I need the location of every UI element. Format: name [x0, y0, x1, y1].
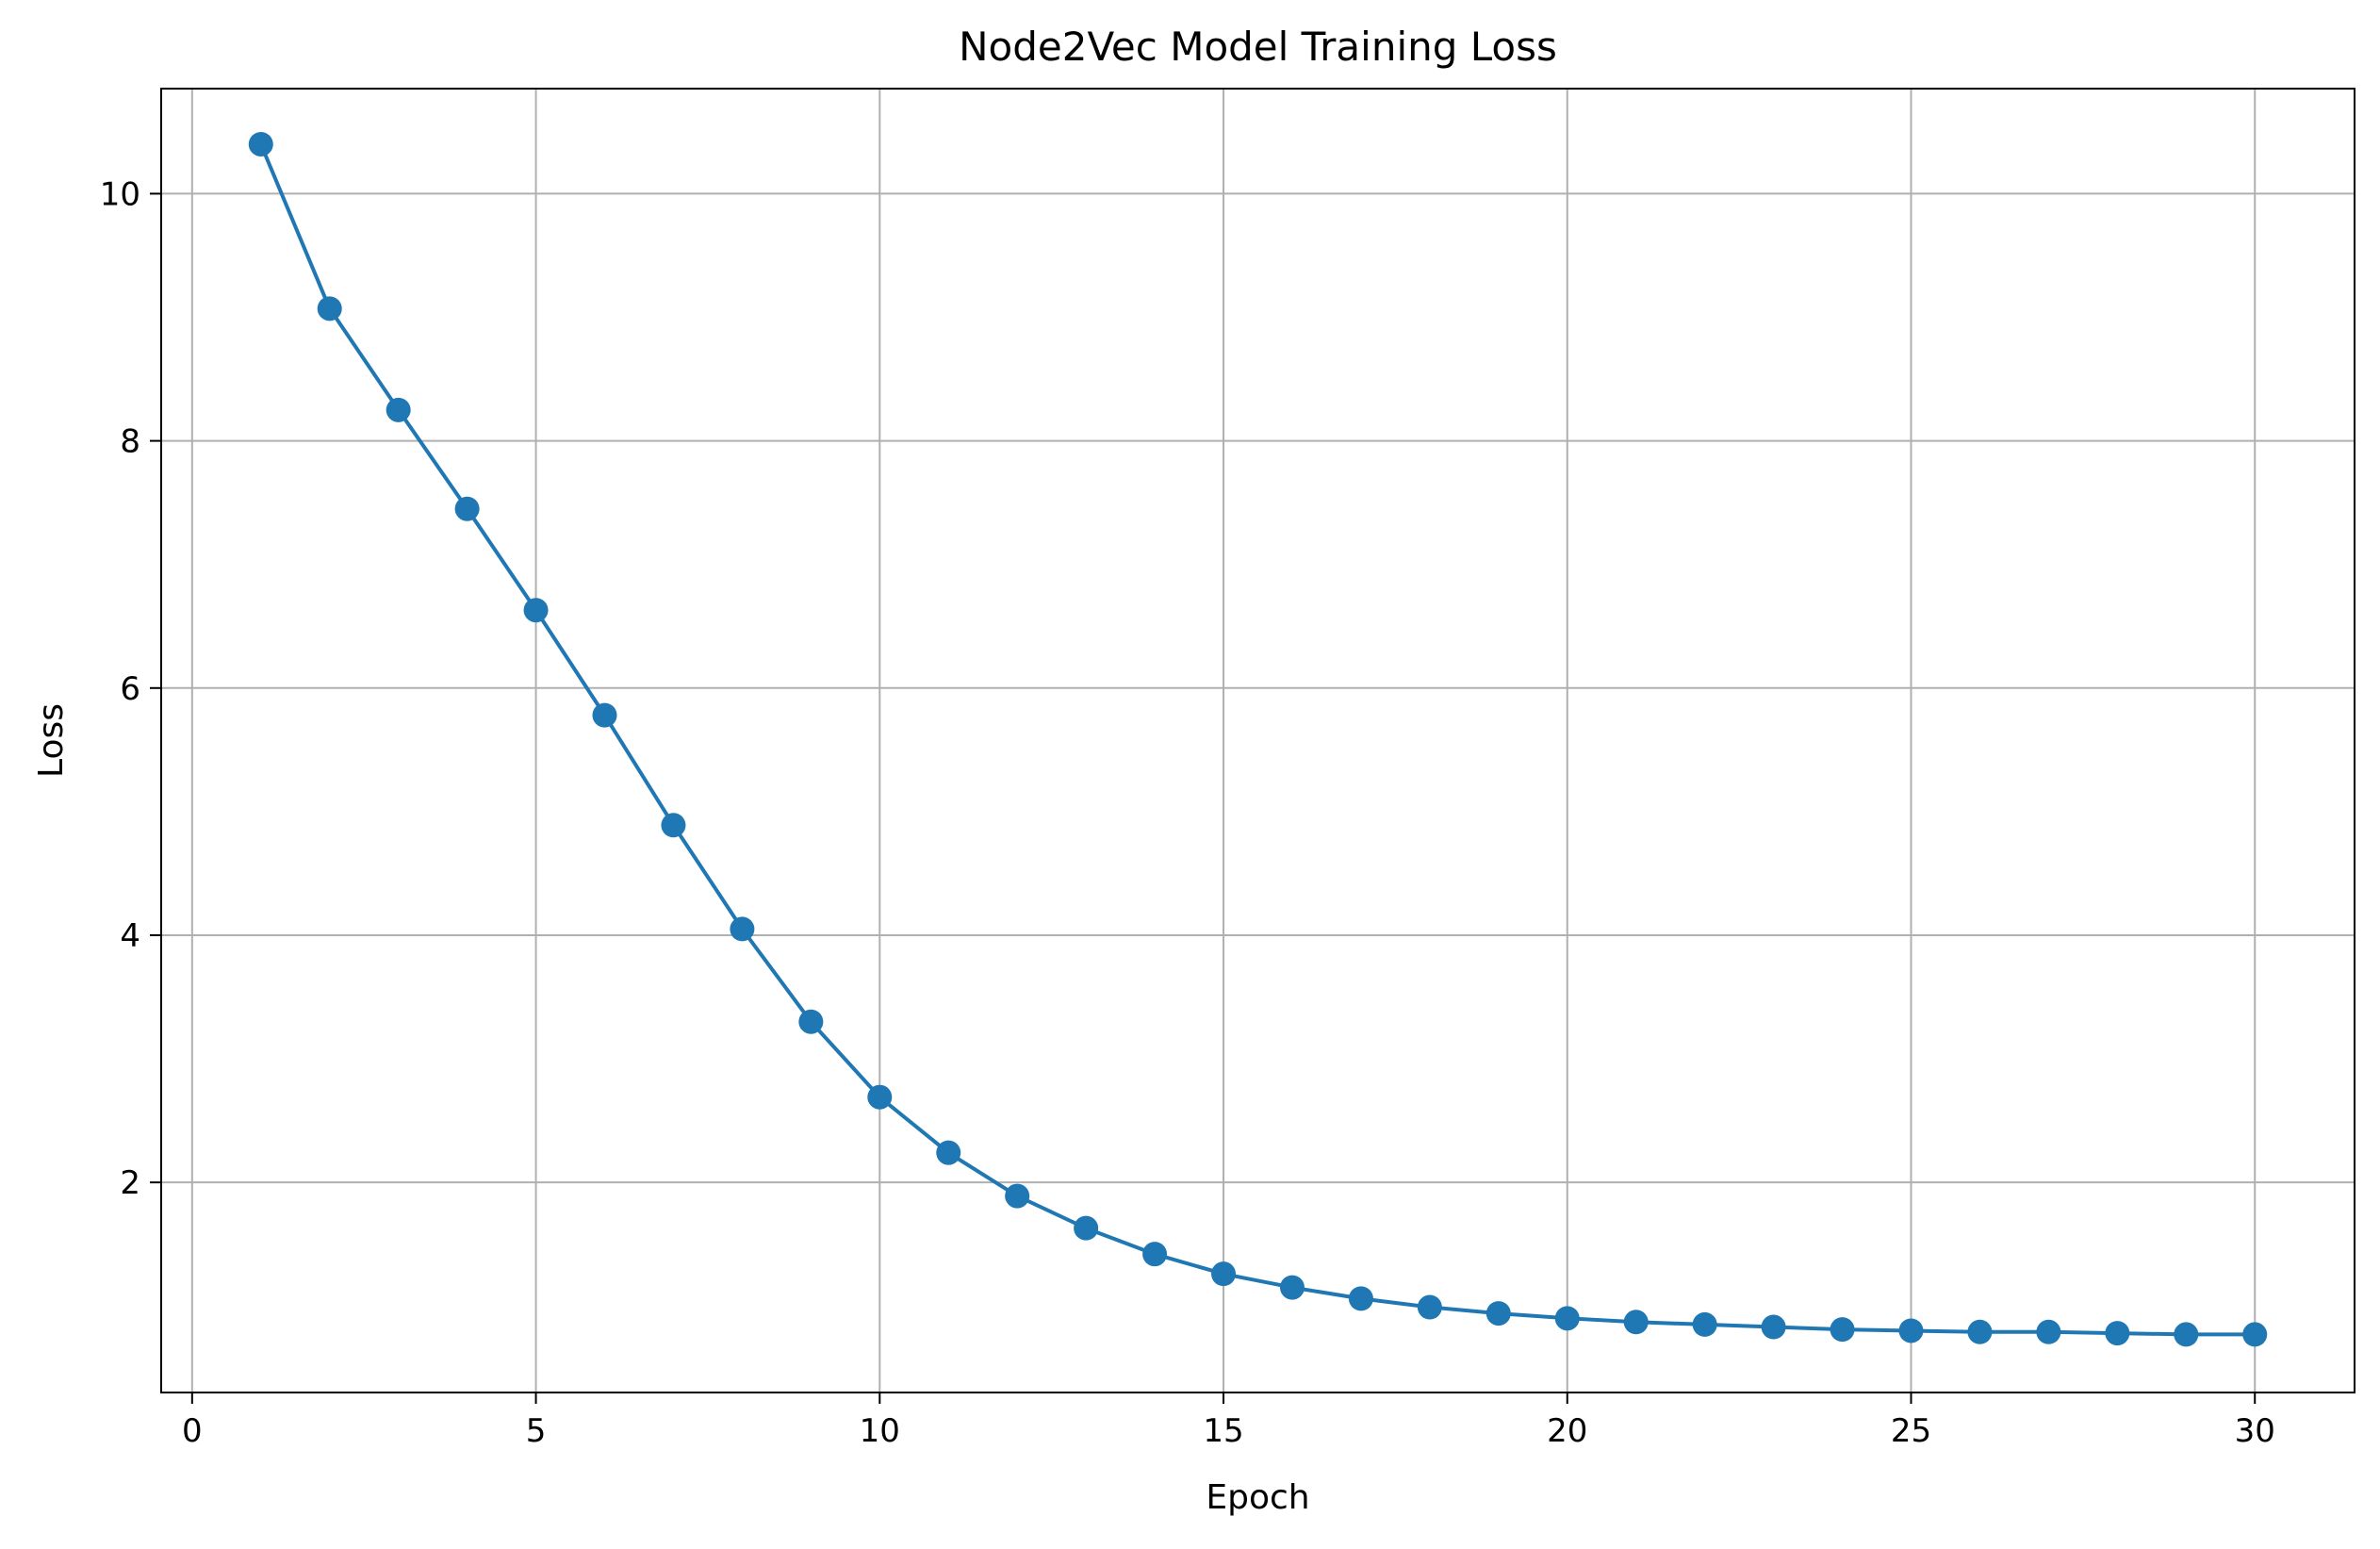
- y-tick-label: 4: [120, 917, 140, 955]
- data-point: [1485, 1301, 1511, 1327]
- data-point: [454, 496, 480, 521]
- data-point: [1554, 1306, 1580, 1331]
- data-point: [936, 1140, 961, 1165]
- data-point: [1623, 1310, 1649, 1335]
- markers-layer: [248, 131, 2268, 1347]
- data-point: [1279, 1275, 1305, 1300]
- data-point: [1074, 1215, 1099, 1241]
- data-point: [248, 131, 273, 157]
- data-point: [1692, 1311, 1717, 1337]
- data-point: [523, 598, 549, 623]
- data-point: [867, 1084, 893, 1110]
- y-tick-label: 2: [120, 1164, 140, 1202]
- data-point: [1348, 1286, 1373, 1311]
- plot-frame: [160, 88, 2355, 1393]
- data-point: [730, 916, 755, 942]
- x-tick-label: 20: [1547, 1412, 1587, 1450]
- data-point: [798, 1009, 824, 1034]
- data-point: [1967, 1319, 1993, 1344]
- data-point: [1761, 1314, 1786, 1340]
- data-point: [1830, 1317, 1855, 1343]
- data-point: [2174, 1322, 2199, 1347]
- data-point: [1898, 1318, 1924, 1343]
- y-tick-label: 10: [100, 175, 140, 213]
- data-point: [386, 397, 411, 422]
- y-tick-label: 8: [120, 423, 140, 461]
- data-point: [1005, 1183, 1030, 1209]
- data-point: [592, 702, 617, 728]
- x-tick-label: 10: [860, 1412, 900, 1450]
- y-axis-label: Loss: [32, 703, 71, 778]
- data-point: [1142, 1242, 1168, 1267]
- x-axis-label: Epoch: [1206, 1478, 1309, 1517]
- grid: [161, 89, 2355, 1392]
- chart-title: Node2Vec Model Training Loss: [959, 24, 1557, 70]
- data-point: [2105, 1321, 2130, 1346]
- x-tick-label: 0: [182, 1412, 203, 1450]
- y-tick-label: 6: [120, 670, 140, 708]
- x-tick-label: 15: [1203, 1412, 1243, 1450]
- x-tick-label: 5: [526, 1412, 547, 1450]
- data-point: [2036, 1319, 2061, 1344]
- data-point: [317, 296, 342, 321]
- x-tick-label: 25: [1891, 1412, 1931, 1450]
- data-point: [661, 813, 686, 838]
- data-point: [1211, 1261, 1237, 1287]
- data-point: [1417, 1294, 1442, 1320]
- data-point: [2242, 1322, 2268, 1347]
- ticks: 0 5 10 15 20 25 30 2 4 6 8 10: [100, 175, 2275, 1450]
- x-tick-label: 30: [2235, 1412, 2275, 1450]
